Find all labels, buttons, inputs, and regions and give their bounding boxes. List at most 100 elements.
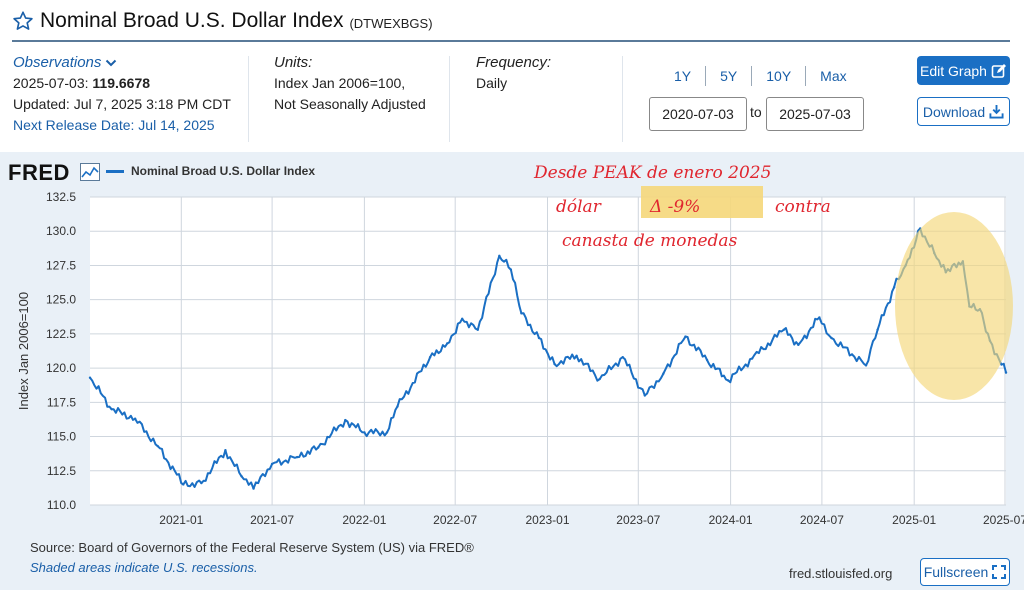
page-header: Nominal Broad U.S. Dollar Index (DTWEXBG… [12,6,433,36]
header-divider [12,40,1010,42]
annotation-highlight-box [641,186,763,218]
observations-panel: Observations 2025-07-03: 119.6678 Update… [13,52,231,136]
data-point [363,431,366,434]
data-point [662,372,665,375]
meta-divider [449,56,450,142]
download-button[interactable]: Download [917,97,1010,126]
meta-divider [248,56,249,142]
range-5y[interactable]: 5Y [705,66,751,86]
y-tick-label: 112.5 [47,464,76,478]
data-point [818,316,821,319]
fullscreen-label: Fullscreen [923,564,989,580]
data-point [750,357,754,360]
x-tick-label: 2022-07 [433,513,477,527]
units-line2: Not Seasonally Adjusted [274,96,426,112]
chart-legend: Nominal Broad U.S. Dollar Index [106,164,315,178]
observations-toggle[interactable]: Observations [13,52,231,73]
annotation-line-2-highlight: Δ -9% [649,197,700,217]
y-tick-label: 120.0 [46,361,76,375]
data-point [182,483,185,486]
x-tick-label: 2022-01 [342,513,386,527]
data-point [705,358,709,362]
y-tick-label: 122.5 [46,327,76,341]
units-label: Units: [274,54,313,71]
data-point [598,377,601,381]
data-point [385,431,389,434]
fred-logo: FRED [8,160,70,185]
frequency-value: Daily [476,75,508,91]
data-point [461,317,464,321]
star-icon[interactable] [12,10,34,32]
meta-divider [622,56,623,142]
data-point [892,286,896,289]
page-title: Nominal Broad U.S. Dollar Index [40,9,344,32]
data-point [156,444,159,448]
fullscreen-button[interactable]: Fullscreen [920,558,1010,586]
data-point [621,355,624,359]
frequency-label: Frequency: [476,54,552,71]
chevron-down-icon [106,59,117,66]
start-date-input[interactable]: 2020-07-03 [649,97,747,131]
x-tick-label: 2023-07 [616,513,660,527]
annotation-line-2b: contra [775,197,831,217]
data-point [864,364,868,367]
data-point [850,353,854,356]
annotation-highlight-ellipse [895,212,1013,400]
data-point [252,487,255,490]
edit-graph-label: Edit Graph [920,62,987,79]
data-point [224,449,227,452]
data-point [726,379,730,382]
data-point [684,335,687,338]
y-tick-label: 130.0 [46,224,76,238]
data-point [1004,371,1008,374]
data-point [270,462,274,466]
download-icon [989,104,1004,119]
range-10y[interactable]: 10Y [751,66,805,86]
data-point [110,407,113,411]
plot-area [90,197,1006,505]
x-tick-label: 2025-07 [983,513,1024,527]
data-point [200,481,203,485]
edit-icon [991,63,1006,78]
annotation-line-3: canasta de monedas [562,231,738,251]
end-date-input[interactable]: 2025-07-03 [766,97,864,131]
data-point [344,418,347,422]
data-point [428,355,432,359]
legend-label: Nominal Broad U.S. Dollar Index [131,164,316,178]
range-1y[interactable]: 1Y [674,68,692,84]
y-tick-label: 117.5 [47,395,76,409]
x-tick-label: 2025-01 [892,513,936,527]
data-point [498,254,501,258]
data-point [797,343,800,347]
edit-graph-button[interactable]: Edit Graph [917,56,1010,85]
y-tick-label: 125.0 [46,293,76,307]
download-label: Download [922,103,986,120]
x-tick-label: 2024-07 [800,513,844,527]
fred-chart-icon [80,163,100,181]
legend-swatch [106,169,124,173]
data-point [830,336,833,340]
source-text: Source: Board of Governors of the Federa… [30,540,474,555]
units-panel: Units: Index Jan 2006=100, Not Seasonall… [274,52,426,115]
to-label: to [750,104,762,120]
x-tick-label: 2021-01 [159,513,203,527]
range-max[interactable]: Max [805,66,860,86]
x-tick-label: 2021-07 [250,513,294,527]
series-id: (DTWEXBGS) [349,15,433,31]
latest-observation: 2025-07-03: 119.6678 [13,73,231,94]
data-point [520,312,523,315]
y-tick-label: 132.5 [46,190,76,204]
observation-date: 2025-07-03: [13,75,89,91]
data-point [553,362,556,366]
observation-value: 119.6678 [92,75,151,91]
y-axis-label: Index Jan 2006=100 [16,292,31,410]
y-tick-label: 115.0 [47,430,76,444]
expand-icon [992,565,1007,579]
data-point [476,328,479,331]
data-point [133,417,137,420]
line-chart[interactable]: 110.0 112.5 115.0 117.5 120.0 122.5 125.0 127.5… [0,152,1024,532]
fred-url[interactable]: fred.stlouisfed.org [789,566,893,581]
data-point [575,354,578,357]
data-point [876,328,879,331]
x-tick-label: 2023-01 [525,513,569,527]
